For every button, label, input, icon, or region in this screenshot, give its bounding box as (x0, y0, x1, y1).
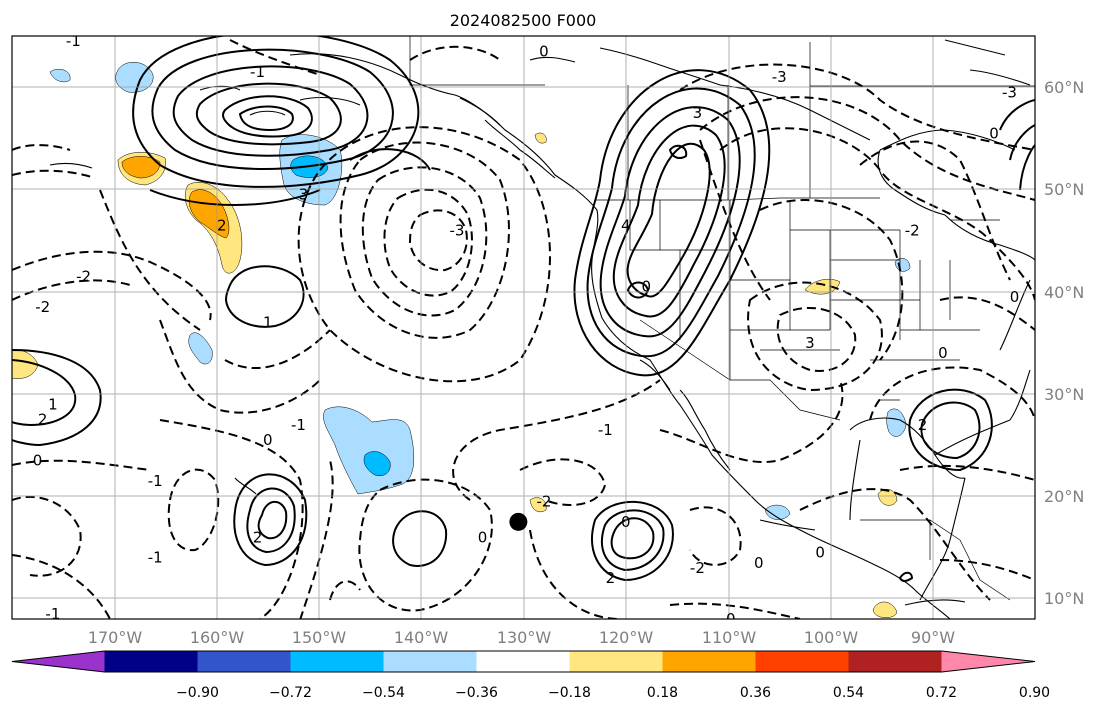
contour-label: -3 (450, 221, 465, 239)
lon-label-100w: 100°W (804, 628, 859, 647)
contour-label: 0 (539, 42, 549, 60)
colorbar-swatch (290, 651, 384, 672)
contour-label: 2 (253, 528, 263, 546)
colorbar-label-8: 0.72 (926, 685, 957, 701)
map-frame (11, 35, 1036, 620)
political-borders (409, 36, 1035, 601)
lon-label-170w: 170°W (88, 628, 143, 647)
contour-label: -2 (905, 221, 920, 239)
coastlines (49, 39, 1035, 619)
contour-label: -2 (35, 298, 50, 316)
contour-label: -1 (148, 549, 163, 567)
colorbar-label-2: −0.54 (362, 685, 405, 701)
contour-label: -3 (772, 68, 787, 86)
lat-label-60n: 60°N (1044, 78, 1084, 97)
contour-label: 1 (263, 314, 273, 332)
contour-label: 3 (805, 334, 815, 352)
colorbar-swatch (383, 651, 477, 672)
contour-label-bg (349, 628, 371, 643)
contour-label: 4 (621, 216, 631, 234)
contour-label: 2 (38, 411, 48, 429)
colorbar-tick-labels: −0.90 −0.72 −0.54 −0.36 −0.18 0.18 0.36 … (176, 685, 1050, 701)
lon-label-150w: 150°W (292, 628, 347, 647)
contour-label: 3 (693, 104, 703, 122)
contour-label: 0 (938, 344, 948, 362)
colorbar-swatches (11, 650, 1036, 673)
contour-label: 2 (217, 216, 227, 234)
contour-label: -2 (76, 267, 91, 285)
lat-label-20n: 20°N (1044, 487, 1084, 506)
lon-label-160w: 160°W (190, 628, 245, 647)
colorbar-swatch (662, 651, 756, 672)
contour-label: -1 (45, 605, 60, 623)
lat-label-50n: 50°N (1044, 180, 1084, 199)
storm-center-marker (509, 512, 528, 531)
lat-label-30n: 30°N (1044, 385, 1084, 404)
contour-label: 0 (478, 528, 488, 546)
contour-label: 2 (606, 569, 616, 587)
colorbar-swatch (197, 651, 291, 672)
colorbar-swatch (848, 651, 942, 672)
figure-title: 2024082500 F000 (450, 11, 597, 30)
colorbar-label-1: −0.72 (269, 685, 312, 701)
lon-label-130w: 130°W (497, 628, 552, 647)
contour-label: 0 (1010, 288, 1020, 306)
contour-label: 0 (33, 452, 43, 470)
longitude-labels: 170°W 160°W 150°W 140°W 130°W 120°W 110°… (88, 628, 955, 647)
negative-contours (12, 39, 1035, 619)
contour-label: -3 (1002, 83, 1017, 101)
colorbar-label-0: −0.90 (176, 685, 219, 701)
contour-label: 0 (754, 554, 764, 572)
contour-label: 0 (989, 124, 999, 142)
latitude-labels: 60°N 50°N 40°N 30°N 20°N 10°N (1044, 78, 1084, 608)
colorbar-label-4: −0.18 (548, 685, 591, 701)
contour-label: 0 (815, 544, 825, 562)
contour-label: 3 (299, 186, 309, 204)
contour-label: -1 (66, 32, 81, 50)
colorbar-label-7: 0.54 (833, 685, 864, 701)
colorbar-extend-high (941, 651, 1035, 672)
contour-label: 2 (918, 416, 928, 434)
colorbar-label-6: 0.36 (740, 685, 771, 701)
colorbar-label-9: 0.90 (1019, 685, 1050, 701)
contour-label: 0 (263, 431, 273, 449)
contour-label: -0 (721, 610, 736, 628)
contour-label: 0 (621, 513, 631, 531)
contour-label: 0 (641, 278, 651, 296)
colorbar-swatch (569, 651, 663, 672)
lat-label-10n: 10°N (1044, 589, 1084, 608)
contour-label: -2 (536, 492, 551, 510)
colorbar-outline (11, 650, 1036, 673)
colorbar-swatch (755, 651, 849, 672)
colorbar: −0.90 −0.72 −0.54 −0.36 −0.18 0.18 0.36 … (11, 650, 1050, 701)
lat-label-40n: 40°N (1044, 283, 1084, 302)
lon-label-140w: 140°W (394, 628, 449, 647)
colorbar-swatch (476, 651, 570, 672)
contour-label: -1 (598, 421, 613, 439)
gridlines (12, 36, 1035, 619)
contour-label: -2 (690, 559, 705, 577)
colorbar-label-5: 0.18 (647, 685, 678, 701)
contour-label: -2 (352, 625, 367, 643)
colorbar-extend-low (12, 651, 105, 672)
lon-label-120w: 120°W (599, 628, 654, 647)
contour-label: -1 (291, 416, 306, 434)
contour-label: -1 (250, 63, 265, 81)
contour-label: -1 (148, 472, 163, 490)
lon-label-90w: 90°W (911, 628, 955, 647)
colorbar-label-3: −0.36 (455, 685, 498, 701)
contour-label: 1 (48, 395, 58, 413)
colorbar-swatch (104, 651, 198, 672)
lon-label-110w: 110°W (702, 628, 757, 647)
